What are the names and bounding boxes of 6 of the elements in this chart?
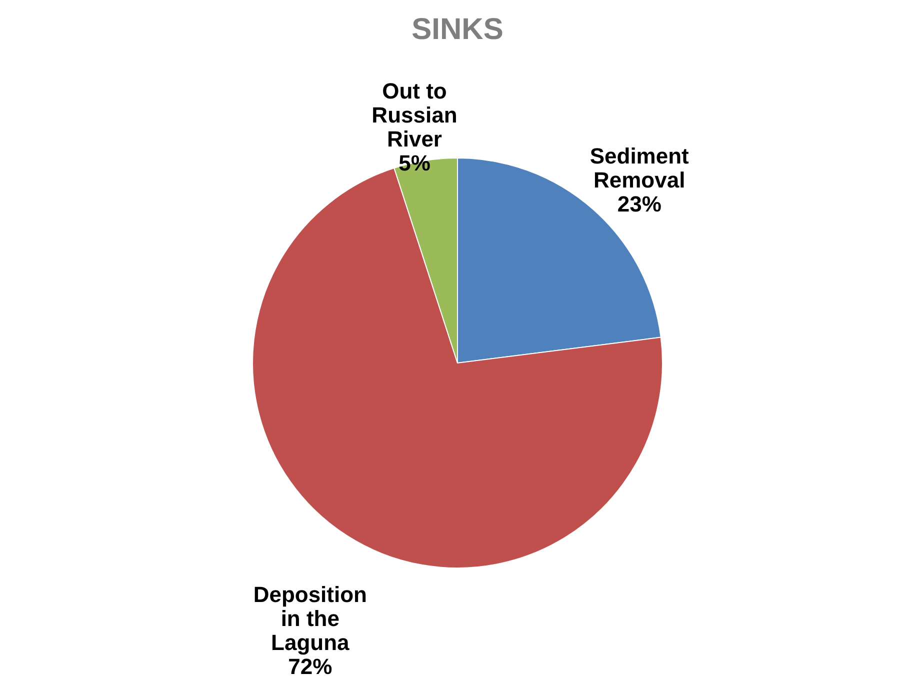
slice-label: Sediment Removal bbox=[590, 144, 690, 193]
slice-label: Deposition in the Laguna bbox=[253, 582, 367, 656]
data-label: 72% bbox=[288, 654, 332, 680]
slice-label: Out to Russian River bbox=[372, 78, 458, 152]
chart-title: SINKS bbox=[412, 13, 504, 46]
data-label: 23% bbox=[617, 192, 662, 217]
